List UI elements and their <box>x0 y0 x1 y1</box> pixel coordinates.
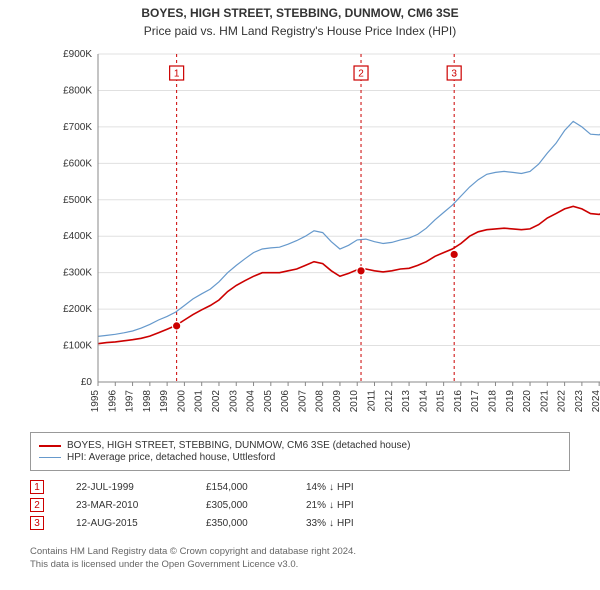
legend-swatch <box>39 454 61 462</box>
y-tick-label: £600K <box>63 158 92 169</box>
x-tick-label: 2015 <box>436 390 447 413</box>
sale-date: 23-MAR-2010 <box>76 500 206 511</box>
x-tick-label: 2002 <box>211 390 222 413</box>
sale-hpi-pct: 14% <box>306 482 326 493</box>
x-tick-label: 2001 <box>194 390 205 413</box>
marker-dot <box>172 322 180 330</box>
y-tick-label: £0 <box>81 377 93 388</box>
marker-dot <box>450 250 458 258</box>
sales-row: 3 12-AUG-2015£350,00033%↓HPI <box>30 514 354 532</box>
sale-price: £305,000 <box>206 500 306 511</box>
sale-hpi-suffix: HPI <box>337 518 354 529</box>
marker-number: 1 <box>174 69 180 80</box>
price-chart: £0£100K£200K£300K£400K£500K£600K£700K£80… <box>50 46 584 374</box>
arrow-down-icon: ↓ <box>329 482 334 493</box>
x-tick-label: 2000 <box>176 390 187 413</box>
sale-price: £154,000 <box>206 482 306 493</box>
marker-number: 3 <box>451 69 457 80</box>
legend-box: BOYES, HIGH STREET, STEBBING, DUNMOW, CM… <box>30 432 570 471</box>
attribution-line-1: Contains HM Land Registry data © Crown c… <box>30 546 356 559</box>
y-tick-label: £200K <box>63 304 92 315</box>
x-tick-label: 2012 <box>384 390 395 413</box>
x-tick-label: 2016 <box>453 390 464 413</box>
sale-marker-number: 1 <box>30 480 44 494</box>
title-line-1: BOYES, HIGH STREET, STEBBING, DUNMOW, CM… <box>0 6 600 20</box>
marker-number: 2 <box>358 69 364 80</box>
y-tick-label: £100K <box>63 341 92 352</box>
legend-item: HPI: Average price, detached house, Uttl… <box>39 452 561 463</box>
sale-hpi-delta: 21%↓HPI <box>306 500 354 511</box>
x-tick-label: 2011 <box>367 390 378 412</box>
x-tick-label: 1999 <box>159 390 170 413</box>
chart-title: BOYES, HIGH STREET, STEBBING, DUNMOW, CM… <box>0 6 600 38</box>
x-tick-label: 2018 <box>487 390 498 413</box>
y-tick-label: £300K <box>63 268 92 279</box>
y-tick-label: £900K <box>63 49 92 60</box>
y-tick-label: £700K <box>63 122 92 133</box>
x-tick-label: 2014 <box>418 390 429 413</box>
legend-swatch <box>39 442 61 450</box>
sale-hpi-delta: 14%↓HPI <box>306 482 354 493</box>
x-tick-label: 2022 <box>557 390 568 413</box>
sale-marker-number: 2 <box>30 498 44 512</box>
x-tick-label: 2013 <box>401 390 412 413</box>
title-line-2: Price paid vs. HM Land Registry's House … <box>0 24 600 38</box>
sales-row: 2 23-MAR-2010£305,00021%↓HPI <box>30 496 354 514</box>
sales-table: 122-JUL-1999£154,00014%↓HPI223-MAR-2010£… <box>30 478 354 532</box>
x-tick-label: 2007 <box>297 390 308 413</box>
sale-date: 12-AUG-2015 <box>76 518 206 529</box>
sale-date: 22-JUL-1999 <box>76 482 206 493</box>
x-tick-label: 2017 <box>470 390 481 413</box>
legend-label: HPI: Average price, detached house, Uttl… <box>67 452 275 463</box>
arrow-down-icon: ↓ <box>329 500 334 511</box>
x-tick-label: 2021 <box>539 390 550 413</box>
sale-price: £350,000 <box>206 518 306 529</box>
sale-hpi-delta: 33%↓HPI <box>306 518 354 529</box>
sales-row: 1 22-JUL-1999£154,00014%↓HPI <box>30 478 354 496</box>
arrow-down-icon: ↓ <box>329 518 334 529</box>
y-tick-label: £400K <box>63 231 92 242</box>
attribution-text: Contains HM Land Registry data © Crown c… <box>30 546 356 572</box>
legend-label: BOYES, HIGH STREET, STEBBING, DUNMOW, CM… <box>67 440 410 451</box>
sale-hpi-suffix: HPI <box>337 482 354 493</box>
legend-item: BOYES, HIGH STREET, STEBBING, DUNMOW, CM… <box>39 440 561 451</box>
x-tick-label: 2019 <box>505 390 516 413</box>
x-tick-label: 2004 <box>246 390 257 413</box>
x-tick-label: 2020 <box>522 390 533 413</box>
marker-dot <box>357 267 365 275</box>
x-tick-label: 2003 <box>228 390 239 413</box>
x-tick-label: 2006 <box>280 390 291 413</box>
x-tick-label: 2008 <box>315 390 326 413</box>
sale-hpi-pct: 21% <box>306 500 326 511</box>
y-tick-label: £800K <box>63 85 92 96</box>
x-tick-label: 1998 <box>142 390 153 413</box>
attribution-line-2: This data is licensed under the Open Gov… <box>30 559 356 572</box>
x-tick-label: 2005 <box>263 390 274 413</box>
x-tick-label: 2010 <box>349 390 360 413</box>
x-tick-label: 2024 <box>591 390 600 413</box>
sale-hpi-pct: 33% <box>306 518 326 529</box>
y-tick-label: £500K <box>63 195 92 206</box>
x-tick-label: 2023 <box>574 390 585 413</box>
sale-hpi-suffix: HPI <box>337 500 354 511</box>
x-tick-label: 2009 <box>332 390 343 413</box>
x-tick-label: 1996 <box>107 390 118 413</box>
sale-marker-number: 3 <box>30 516 44 530</box>
x-tick-label: 1995 <box>90 390 101 413</box>
x-tick-label: 1997 <box>125 390 136 413</box>
